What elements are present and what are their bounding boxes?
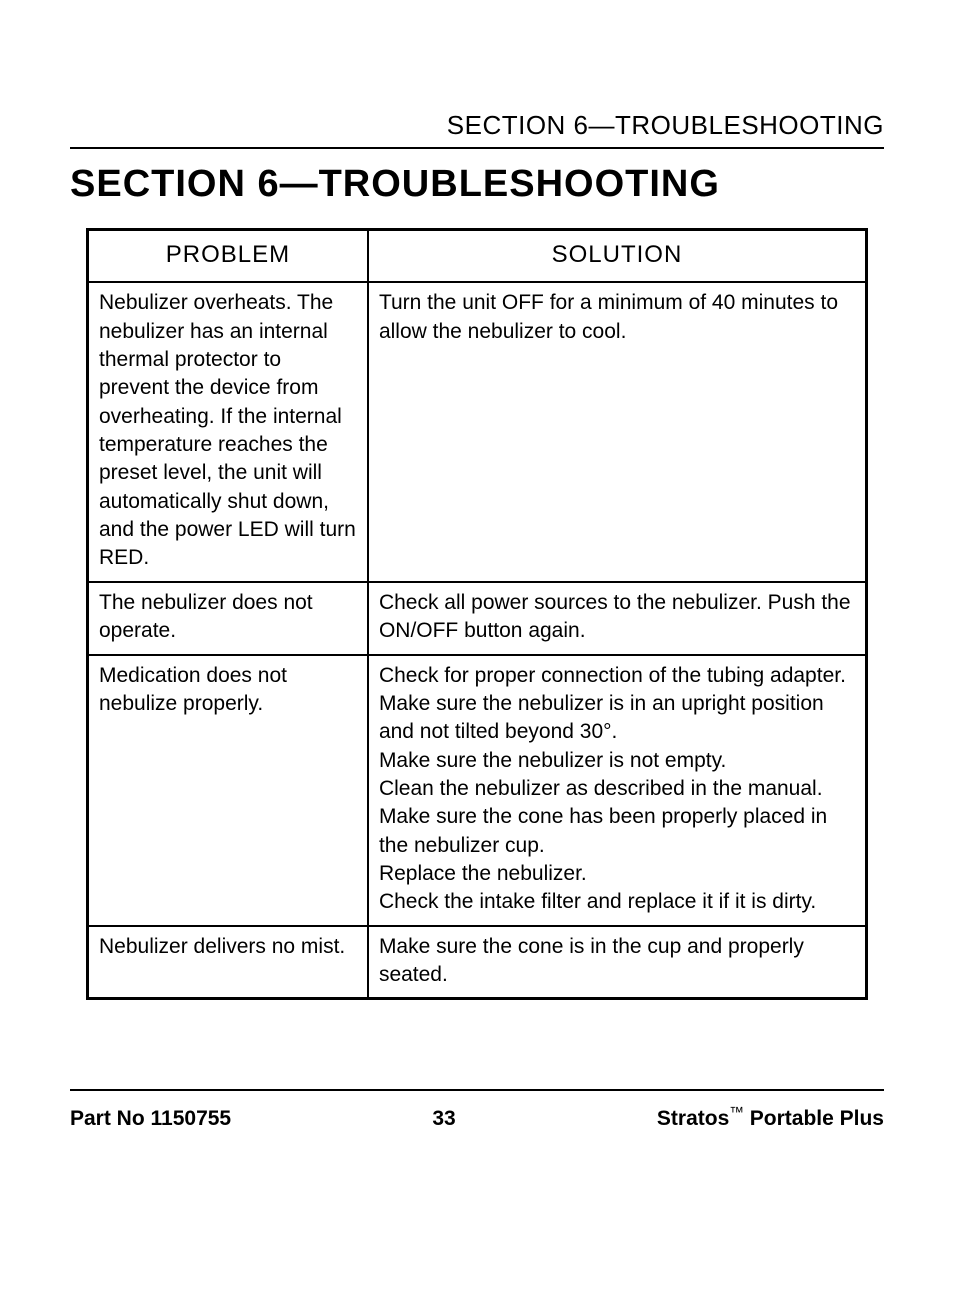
footer-product-name: Stratos™ Portable Plus xyxy=(657,1105,884,1131)
table-row: The nebulizer does not operate. Check al… xyxy=(88,582,867,655)
cell-problem: Nebulizer overheats. The nebulizer has a… xyxy=(88,282,368,581)
footer-product-suffix: Portable Plus xyxy=(744,1107,884,1130)
troubleshooting-table: PROBLEM SOLUTION Nebulizer overheats. Th… xyxy=(86,228,868,1000)
footer-part-number: Part No 1150755 xyxy=(70,1107,231,1131)
table-body: Nebulizer overheats. The nebulizer has a… xyxy=(88,282,867,998)
cell-solution: Check for proper connection of the tubin… xyxy=(368,655,867,926)
footer-page-number: 33 xyxy=(432,1107,455,1131)
cell-problem: Nebulizer delivers no mist. xyxy=(88,926,368,999)
cell-solution: Make sure the cone is in the cup and pro… xyxy=(368,926,867,999)
table-row: Nebulizer overheats. The nebulizer has a… xyxy=(88,282,867,581)
cell-solution: Turn the unit OFF for a minimum of 40 mi… xyxy=(368,282,867,581)
table-header-solution: SOLUTION xyxy=(368,230,867,283)
section-title: SECTION 6—TROUBLESHOOTING xyxy=(70,163,884,206)
table-row: Medication does not nebulize properly. C… xyxy=(88,655,867,926)
running-head: SECTION 6—TROUBLESHOOTING xyxy=(70,110,884,149)
cell-solution: Check all power sources to the nebulizer… xyxy=(368,582,867,655)
page-body: SECTION 6—TROUBLESHOOTING SECTION 6—TROU… xyxy=(0,0,954,1000)
footer-row: Part No 1150755 33 Stratos™ Portable Plu… xyxy=(70,1105,884,1131)
footer-rule xyxy=(70,1089,884,1091)
cell-problem: The nebulizer does not operate. xyxy=(88,582,368,655)
table-header-row: PROBLEM SOLUTION xyxy=(88,230,867,283)
cell-problem: Medication does not nebulize properly. xyxy=(88,655,368,926)
footer-product-name-text: Stratos xyxy=(657,1107,729,1130)
table-header-problem: PROBLEM xyxy=(88,230,368,283)
table-row: Nebulizer delivers no mist. Make sure th… xyxy=(88,926,867,999)
page-footer: Part No 1150755 33 Stratos™ Portable Plu… xyxy=(70,1089,884,1131)
trademark-symbol: ™ xyxy=(729,1105,744,1121)
